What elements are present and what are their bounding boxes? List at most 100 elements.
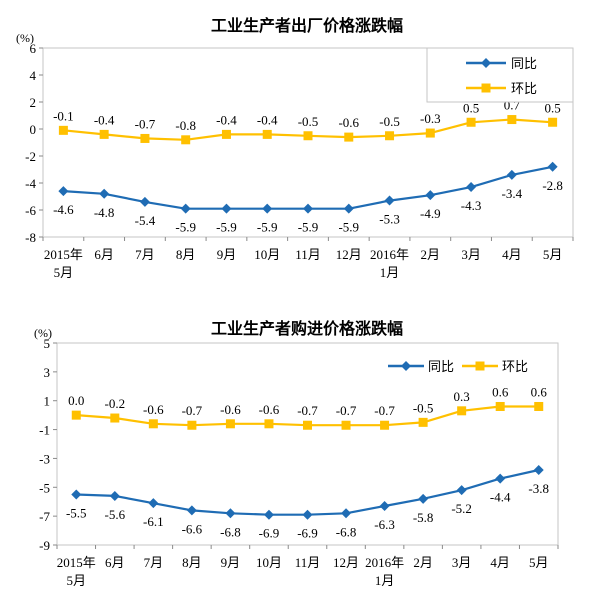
yoy-diamond-marker [139,196,150,207]
data-point-label: -6.3 [374,517,395,532]
mom-square-marker [99,129,109,139]
x-category-label: 4月 [502,247,522,262]
legend-item-yoy: 同比 [388,359,454,374]
yoy-diamond-marker [99,188,110,199]
y-tick-label: -4 [25,176,36,191]
mom-square-marker [481,83,491,93]
yoy-diamond-marker [495,473,506,484]
legend-item-yoy: 同比 [466,56,537,71]
yoy-diamond-marker [262,203,273,214]
data-point-label: -0.5 [298,114,319,129]
data-point-label: -3.8 [528,481,549,496]
mom-square-marker [221,129,231,139]
mom-square-marker [264,419,274,429]
x-category-label: 7月 [135,247,155,262]
data-point-label: -6.1 [143,514,164,529]
data-point-label: -6.6 [182,521,203,536]
data-point-label: -0.5 [413,400,434,415]
data-point-label: -5.9 [298,220,319,235]
data-point-label: -0.6 [220,402,241,417]
y-tick-label: 1 [44,394,51,409]
yoy-diamond-marker [418,493,429,504]
mom-square-marker [344,132,354,142]
x-category-label: 10月 [254,247,280,262]
data-point-label: -6.9 [259,526,280,541]
yoy-diamond-marker [379,501,390,512]
y-tick-label: 4 [30,68,37,83]
mom-square-marker [548,117,558,127]
y-axis-unit-label: (%) [16,31,34,45]
yoy-diamond-marker [547,161,558,172]
y-tick-label: -3 [39,451,50,466]
data-point-label: -6.9 [297,526,318,541]
x-category-label: 10月 [256,555,282,570]
x-category-label: 2015年 [44,247,83,262]
chart-title: 工业生产者购进价格涨跌幅 [211,319,403,338]
legend-label-mom: 环比 [511,81,537,96]
mom-square-marker [303,131,313,141]
data-point-label: -0.4 [216,112,237,127]
data-point-label: -0.8 [175,118,196,133]
yoy-diamond-marker [533,464,544,475]
data-point-label: 0.6 [531,384,548,399]
yoy-diamond-marker [384,195,395,206]
mom-square-marker [534,401,544,411]
x-category-label: 8月 [176,247,196,262]
yoy-diamond-marker [343,203,354,214]
y-tick-label: -7 [39,509,50,524]
legend: 同比 环比 [388,359,528,374]
data-point-label: -2.8 [542,178,563,193]
data-point-label: -5.9 [216,220,237,235]
yoy-diamond-marker [71,489,82,500]
legend-item-mom: 环比 [466,81,537,96]
yoy-diamond-marker [506,169,517,180]
x-category-label: 12月 [336,247,362,262]
y-tick-label: 5 [44,336,51,351]
mom-square-marker [495,401,505,411]
legend-item-mom: 环比 [462,359,528,374]
yoy-diamond-marker [221,203,232,214]
legend-box [426,47,574,103]
series-mom: -0.1 -0.4 -0.7 -0.8 -0.4 -0.4 -0.5 -0.6 -0.5 -0.3… [53,98,561,145]
chart-title: 工业生产者出厂价格涨跌幅 [211,16,403,35]
legend-label-mom: 环比 [502,359,528,374]
data-point-label: -0.2 [105,396,126,411]
data-point-label: -0.7 [374,403,395,418]
mom-square-marker [341,420,351,430]
data-point-label: -0.7 [297,403,318,418]
data-point-label: -0.5 [379,114,400,129]
data-point-label: 0.5 [463,100,479,115]
x-category-label: 2016年 [370,247,409,262]
series-yoy: -4.6 -4.8 -5.4 -5.9 -5.9 -5.9 -5.9 -5.9 -5.3 -4.9… [53,161,563,235]
x-category-label: 12月 [333,555,359,570]
data-point-label: 0.5 [544,100,560,115]
x-category-label: 5月 [529,555,549,570]
y-axis-unit-label: (%) [34,326,52,340]
data-point-label: -5.5 [66,506,87,521]
data-point-label: -0.7 [182,403,203,418]
data-point-label: -4.4 [490,490,511,505]
data-point-label: -4.3 [461,198,482,213]
x-category-label: 9月 [217,247,237,262]
y-tick-label: 6 [30,41,37,56]
mom-square-marker [225,419,235,429]
x-category-label: 4月 [490,555,510,570]
x-category-label: 5月 [54,265,74,280]
data-point-label: -0.4 [257,112,278,127]
x-category-label: 1月 [380,265,400,280]
series-yoy: -5.5 -5.6 -6.1 -6.6 -6.8 -6.9 -6.9 -6.8 -6.3 -5.8… [66,464,549,541]
y-tick-label: -9 [39,538,50,553]
y-tick-label: -8 [25,230,36,245]
x-category-label: 6月 [94,247,114,262]
x-category-label: 2月 [413,555,433,570]
mom-square-marker [475,361,485,371]
data-point-label: -0.1 [53,108,74,123]
data-point-label: 0.3 [454,389,470,404]
data-point-label: -5.4 [135,213,156,228]
plot-area [42,47,574,238]
data-point-label: 0.6 [492,384,509,399]
y-tick-label: -5 [39,480,50,495]
data-point-label: -4.8 [94,205,115,220]
